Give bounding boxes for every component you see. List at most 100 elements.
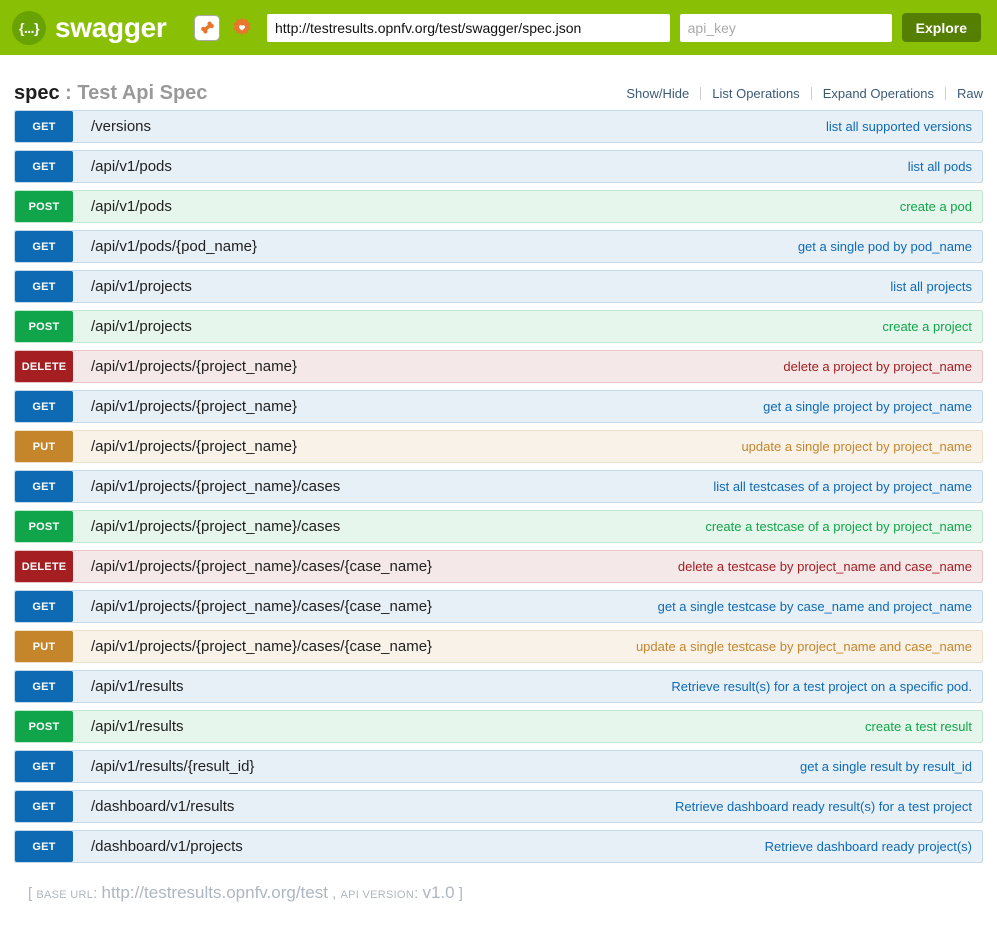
operation-summary: delete a testcase by project_name and ca… bbox=[677, 559, 972, 574]
gear-icon[interactable] bbox=[229, 15, 255, 41]
operation-summary: create a pod bbox=[899, 199, 972, 214]
bone-icon[interactable] bbox=[194, 14, 220, 41]
http-method-badge: GET bbox=[15, 391, 73, 422]
operation-path[interactable]: /dashboard/v1/results bbox=[91, 798, 235, 815]
operation-path[interactable]: /api/v1/pods bbox=[91, 198, 172, 215]
spec-url-input[interactable] bbox=[267, 13, 670, 42]
http-method-badge: POST bbox=[15, 711, 73, 742]
operation-path[interactable]: /api/v1/projects/{project_name} bbox=[91, 438, 297, 455]
http-method-badge: POST bbox=[15, 311, 73, 342]
operation-summary: update a single project by project_name bbox=[741, 439, 972, 454]
swagger-brace-icon: {...} bbox=[12, 10, 46, 45]
http-method-badge: DELETE bbox=[15, 351, 73, 382]
footer-close-bracket: ] bbox=[454, 885, 463, 902]
api-key-input[interactable] bbox=[679, 13, 892, 42]
operation-row[interactable]: GET/api/v1/pods/{pod_name} get a single p… bbox=[14, 230, 983, 263]
operation-row[interactable]: GET/api/v1/results/{result_id} get a sing… bbox=[14, 750, 983, 783]
operation-summary: list all pods bbox=[907, 159, 972, 174]
operation-row[interactable]: PUT/api/v1/projects/{project_name} update… bbox=[14, 430, 983, 463]
swagger-header-bar: {...} swagger Explore bbox=[0, 0, 997, 55]
http-method-badge: PUT bbox=[15, 431, 73, 462]
http-method-badge: GET bbox=[15, 231, 73, 262]
operation-path[interactable]: /versions bbox=[91, 118, 152, 135]
operation-summary: list all supported versions bbox=[826, 119, 972, 134]
operation-path[interactable]: /api/v1/results bbox=[91, 718, 184, 735]
operation-path[interactable]: /dashboard/v1/projects bbox=[91, 838, 243, 855]
operation-row[interactable]: GET/api/v1/projects/{project_name}/cases… bbox=[14, 470, 983, 503]
operation-row[interactable]: GET/dashboard/v1/results Retrieve dashboa… bbox=[14, 790, 983, 823]
operation-path[interactable]: /api/v1/projects/{project_name}/cases bbox=[91, 478, 341, 495]
operation-summary: Retrieve result(s) for a test project on… bbox=[671, 679, 972, 694]
operation-path[interactable]: /api/v1/projects/{project_name} bbox=[91, 358, 297, 375]
api-footer: [ BASE URL: http://testresults.opnfv.org… bbox=[14, 870, 983, 902]
operation-summary: list all testcases of a project by proje… bbox=[713, 479, 972, 494]
operation-path[interactable]: /api/v1/projects/{project_name}/cases bbox=[91, 518, 341, 535]
operation-summary: Retrieve dashboard ready result(s) for a… bbox=[675, 799, 972, 814]
resource-title-separator: : bbox=[59, 82, 78, 104]
expand-operations-link[interactable]: Expand Operations bbox=[822, 86, 934, 101]
http-method-badge: GET bbox=[15, 471, 73, 502]
footer-open-bracket: [ bbox=[28, 885, 37, 902]
swagger-logo[interactable]: {...} swagger bbox=[12, 10, 180, 45]
resource-options: Show/Hide List Operations Expand Operati… bbox=[615, 86, 983, 103]
http-method-badge: GET bbox=[15, 151, 73, 182]
operation-row[interactable]: GET/api/v1/results Retrieve result(s) for… bbox=[14, 670, 983, 703]
operation-summary: update a single testcase by project_name… bbox=[635, 639, 972, 654]
operation-row[interactable]: GET/api/v1/projects/{project_name}/cases… bbox=[14, 590, 983, 623]
base-url-label: BASE URL bbox=[36, 889, 94, 901]
operation-path[interactable]: /api/v1/projects bbox=[91, 278, 192, 295]
operation-summary: delete a project by project_name bbox=[783, 359, 972, 374]
show-hide-link[interactable]: Show/Hide bbox=[626, 86, 690, 101]
http-method-badge: PUT bbox=[15, 631, 73, 662]
base-url-value: http://testresults.opnfv.org/test bbox=[101, 883, 328, 902]
swagger-logo-text: swagger bbox=[55, 11, 167, 43]
operation-path[interactable]: /api/v1/projects bbox=[91, 318, 192, 335]
http-method-badge: GET bbox=[15, 671, 73, 702]
operation-path[interactable]: /api/v1/results/{result_id} bbox=[91, 758, 255, 775]
option-divider bbox=[944, 87, 946, 100]
operation-row[interactable]: POST/api/v1/projects/{project_name}/case… bbox=[14, 510, 983, 543]
http-method-badge: GET bbox=[15, 791, 73, 822]
operation-row[interactable]: GET/api/v1/pods list all pods bbox=[14, 150, 983, 183]
operation-row[interactable]: GET/api/v1/projects/{project_name} get a … bbox=[14, 390, 983, 423]
operation-path[interactable]: /api/v1/projects/{project_name} bbox=[91, 398, 297, 415]
operation-summary: get a single project by project_name bbox=[763, 399, 972, 414]
operation-summary: create a project bbox=[882, 319, 972, 334]
http-method-badge: GET bbox=[15, 591, 73, 622]
resource-name[interactable]: spec bbox=[14, 82, 60, 104]
http-method-badge: GET bbox=[15, 111, 73, 142]
operation-row[interactable]: PUT/api/v1/projects/{project_name}/cases… bbox=[14, 630, 983, 663]
operation-summary: get a single testcase by case_name and p… bbox=[657, 599, 972, 614]
operation-summary: create a testcase of a project by projec… bbox=[705, 519, 972, 534]
raw-link[interactable]: Raw bbox=[956, 86, 983, 101]
operation-row[interactable]: DELETE/api/v1/projects/{project_name}/ca… bbox=[14, 550, 983, 583]
operation-row[interactable]: GET/versions list all supported versions bbox=[14, 110, 983, 143]
operations-list: GET/versions list all supported versions G… bbox=[14, 110, 983, 863]
operation-row[interactable]: GET/dashboard/v1/projects Retrieve dashbo… bbox=[14, 830, 983, 863]
operation-path[interactable]: /api/v1/projects/{project_name}/cases/{c… bbox=[91, 558, 433, 575]
operation-row[interactable]: GET/api/v1/projects list all projects bbox=[14, 270, 983, 303]
header-icon-group bbox=[194, 14, 255, 41]
explore-button[interactable]: Explore bbox=[901, 13, 981, 42]
operation-row[interactable]: POST/api/v1/pods create a pod bbox=[14, 190, 983, 223]
http-method-badge: DELETE bbox=[15, 551, 73, 582]
resource-title: spec : Test Api Spec bbox=[14, 83, 207, 103]
operation-path[interactable]: /api/v1/projects/{project_name}/cases/{c… bbox=[91, 638, 433, 655]
operation-row[interactable]: POST/api/v1/results create a test result bbox=[14, 710, 983, 743]
operation-summary: get a single pod by pod_name bbox=[797, 239, 972, 254]
api-version-label: API VERSION bbox=[340, 889, 415, 901]
operation-row[interactable]: POST/api/v1/projects create a project bbox=[14, 310, 983, 343]
footer-colon-2: : bbox=[414, 885, 423, 902]
option-divider bbox=[810, 87, 812, 100]
operation-summary: Retrieve dashboard ready project(s) bbox=[764, 839, 972, 854]
operation-path[interactable]: /api/v1/projects/{project_name}/cases/{c… bbox=[91, 598, 433, 615]
operation-path[interactable]: /api/v1/results bbox=[91, 678, 184, 695]
list-operations-link[interactable]: List Operations bbox=[712, 86, 800, 101]
operation-summary: get a single result by result_id bbox=[800, 759, 972, 774]
operation-path[interactable]: /api/v1/pods/{pod_name} bbox=[91, 238, 257, 255]
main-content: spec : Test Api Spec Show/Hide List Oper… bbox=[0, 55, 997, 902]
http-method-badge: GET bbox=[15, 751, 73, 782]
operation-row[interactable]: DELETE/api/v1/projects/{project_name} del… bbox=[14, 350, 983, 383]
operation-path[interactable]: /api/v1/pods bbox=[91, 158, 172, 175]
operation-summary: list all projects bbox=[890, 279, 972, 294]
